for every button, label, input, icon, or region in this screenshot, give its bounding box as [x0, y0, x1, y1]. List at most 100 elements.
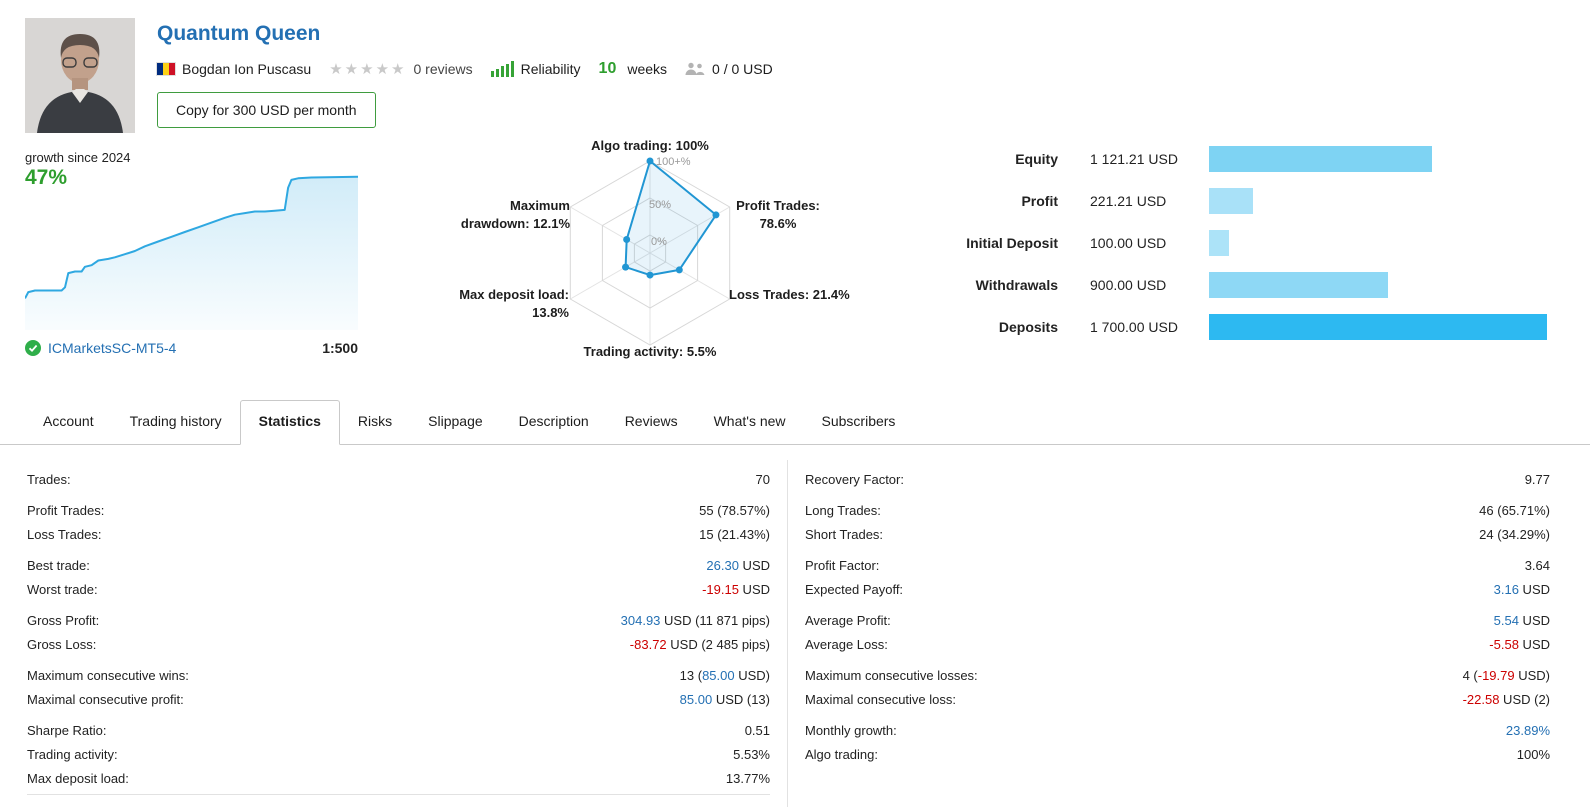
stats-column-divider: [787, 460, 788, 807]
star-icon: ★: [329, 60, 345, 78]
stat-value-part: USD: [1518, 637, 1550, 652]
stat-row: Average Loss: -5.58 USD: [805, 633, 1550, 657]
stats-col-left: Trades: 70 Profit Trades: 55 (78.57%) Loss T…: [27, 468, 770, 795]
balance-value: 1 700.00 USD: [1090, 319, 1178, 335]
star-icon: ★: [391, 60, 407, 78]
tab-subscribers[interactable]: Subscribers: [821, 413, 896, 429]
stat-label: Max deposit load:: [27, 771, 129, 786]
stat-value: 24 (34.29%): [1479, 527, 1550, 543]
growth-chart: [25, 175, 358, 330]
balance-row: Equity 1 121.21 USD: [958, 146, 1558, 172]
stat-value: -19.15 USD: [702, 582, 770, 598]
stat-label: Maximal consecutive loss:: [805, 692, 956, 707]
stat-value-part: 13.77%: [725, 771, 770, 786]
radar-ring-label-100: 100+%: [656, 156, 691, 168]
stat-value: 0.51: [745, 723, 770, 739]
stat-row: Best trade: 26.30 USD: [27, 554, 770, 578]
balance-bar: [1209, 314, 1547, 340]
tab-what-s-new[interactable]: What's new: [713, 413, 786, 429]
rating-group: ★★★★★ 0 reviews: [329, 61, 472, 77]
radar-chart: Algo trading: 100% Profit Trades: 78.6% …: [430, 135, 870, 370]
stat-row: Algo trading: 100%: [805, 743, 1550, 767]
stats-col-right: Recovery Factor: 9.77 Long Trades: 46 (65.7…: [805, 468, 1550, 767]
stat-value: 23.89%: [1506, 723, 1550, 739]
stat-value-part: 23.89%: [1505, 723, 1550, 738]
balance-value: 900.00 USD: [1090, 277, 1167, 293]
radar-label-max-deposit-load: Max deposit load: 13.8%: [459, 287, 569, 320]
balance-row: Deposits 1 700.00 USD: [958, 314, 1558, 340]
leverage-value: 1:500: [322, 340, 358, 356]
stat-value: 5.53%: [733, 747, 770, 763]
stat-value-part: USD (11 871 pips): [660, 613, 770, 628]
stat-value: 9.77: [1525, 472, 1550, 488]
tab-statistics[interactable]: Statistics: [239, 400, 340, 445]
stat-value-part: USD (2 485 pips): [666, 637, 770, 652]
stat-value-part: 3.16: [1493, 582, 1519, 597]
reviews-count[interactable]: 0 reviews: [413, 61, 473, 77]
signal-age: 10 weeks: [599, 60, 667, 78]
balance-bar: [1209, 272, 1388, 298]
stat-value: -22.58 USD (2): [1463, 692, 1550, 708]
stat-value-part: USD (2): [1499, 692, 1550, 707]
author-name[interactable]: Bogdan Ion Puscasu: [182, 61, 312, 77]
stat-row: Gross Loss: -83.72 USD (2 485 pips): [27, 633, 770, 657]
stat-row: Worst trade: -19.15 USD: [27, 578, 770, 602]
tab-description[interactable]: Description: [518, 413, 589, 429]
stat-value-part: -22.58: [1462, 692, 1500, 707]
stat-row: Sharpe Ratio: 0.51: [27, 719, 770, 743]
stat-label: Trading activity:: [27, 747, 118, 762]
copy-signal-button[interactable]: Copy for 300 USD per month: [157, 92, 376, 128]
stat-value-part: USD: [1518, 613, 1550, 628]
tab-account[interactable]: Account: [43, 413, 94, 429]
tab-slippage[interactable]: Slippage: [428, 413, 483, 429]
stat-value-part: -19.79: [1477, 668, 1515, 683]
stat-value-part: -83.72: [629, 637, 667, 652]
stat-label: Loss Trades:: [27, 527, 102, 542]
radar-svg: [569, 157, 731, 346]
stat-value: 3.16 USD: [1494, 582, 1550, 598]
stat-label: Algo trading:: [805, 747, 878, 762]
tab-reviews[interactable]: Reviews: [624, 413, 678, 429]
broker-account-link[interactable]: ICMarketsSC-MT5-4: [48, 340, 177, 356]
balance-bar: [1209, 146, 1432, 172]
balance-label: Deposits: [998, 319, 1058, 335]
stat-row: Monthly growth: 23.89%: [805, 719, 1550, 743]
stat-row: Short Trades: 24 (34.29%): [805, 523, 1550, 547]
tab-trading-history[interactable]: Trading history: [129, 413, 222, 429]
stat-value: 15 (21.43%): [699, 527, 770, 543]
subscribers-group: 0 / 0 USD: [685, 61, 773, 77]
stat-label: Gross Loss:: [27, 637, 97, 652]
stat-label: Maximal consecutive profit:: [27, 692, 184, 707]
stat-value-part: 4 (: [1462, 668, 1478, 683]
stat-label: Expected Payoff:: [805, 582, 904, 597]
stat-value: 100%: [1517, 747, 1550, 763]
stat-label: Profit Trades:: [27, 503, 105, 518]
stat-value-part: 55 (78.57%): [699, 503, 770, 518]
stat-row: Profit Factor: 3.64: [805, 554, 1550, 578]
stat-value-part: 5.54: [1493, 613, 1519, 628]
stat-row: Trading activity: 5.53%: [27, 743, 770, 767]
stat-value-part: USD: [738, 582, 770, 597]
reliability-icon: [490, 61, 514, 77]
growth-chart-layers: [25, 175, 358, 330]
signal-title[interactable]: Quantum Queen: [157, 22, 321, 45]
stat-value: 4 (-19.79 USD): [1463, 668, 1550, 684]
stat-row: Long Trades: 46 (65.71%): [805, 499, 1550, 523]
stat-value-part: 0.51: [744, 723, 770, 738]
stat-value-part: 9.77: [1524, 472, 1550, 487]
stat-value: 3.64: [1525, 558, 1550, 574]
stat-row: Profit Trades: 55 (78.57%): [27, 499, 770, 523]
stat-value: -83.72 USD (2 485 pips): [630, 637, 770, 653]
subscribers-value: 0 / 0 USD: [712, 61, 773, 77]
stat-value: -5.58 USD: [1489, 637, 1550, 653]
stat-label: Monthly growth:: [805, 723, 897, 738]
stat-value-part: USD): [1514, 668, 1550, 683]
stat-row: Max deposit load: 13.77%: [27, 767, 770, 791]
stat-value: 304.93 USD (11 871 pips): [621, 613, 770, 629]
stat-value-part: 304.93: [620, 613, 661, 628]
author-avatar[interactable]: [25, 18, 135, 133]
stat-value-part: USD (13): [712, 692, 770, 707]
stat-row: Average Profit: 5.54 USD: [805, 609, 1550, 633]
tab-risks[interactable]: Risks: [357, 413, 393, 429]
